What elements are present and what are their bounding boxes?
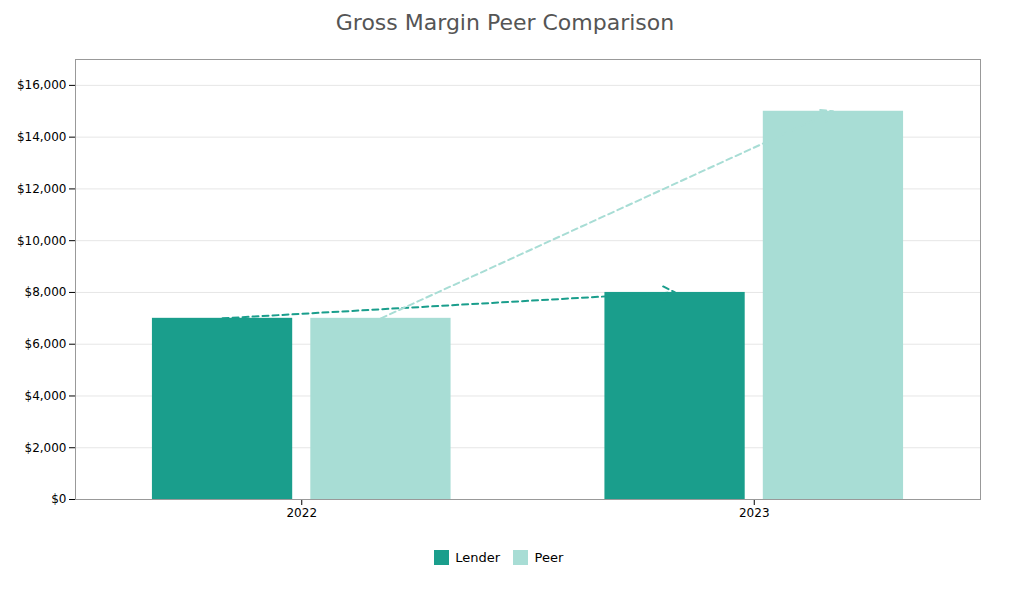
svg-text:$10,000: $10,000 xyxy=(17,234,67,248)
svg-text:$12,000: $12,000 xyxy=(17,182,67,196)
html-text:Lender: Lender xyxy=(455,550,501,565)
svg-text:$16,000: $16,000 xyxy=(17,78,67,92)
svg-text:$6,000: $6,000 xyxy=(25,337,67,351)
html-text:Peer: Peer xyxy=(534,550,564,565)
svg-text:2022: 2022 xyxy=(286,506,317,520)
svg-text:2023: 2023 xyxy=(739,506,770,520)
svg-text:$14,000: $14,000 xyxy=(17,130,67,144)
svg-text:$4,000: $4,000 xyxy=(25,389,67,403)
svg-text:$0: $0 xyxy=(51,492,66,506)
html-text:Gross Margin Peer Comparison: Gross Margin Peer Comparison xyxy=(335,10,675,35)
svg-text:$2,000: $2,000 xyxy=(25,441,67,455)
svg-text:$8,000: $8,000 xyxy=(25,285,67,299)
